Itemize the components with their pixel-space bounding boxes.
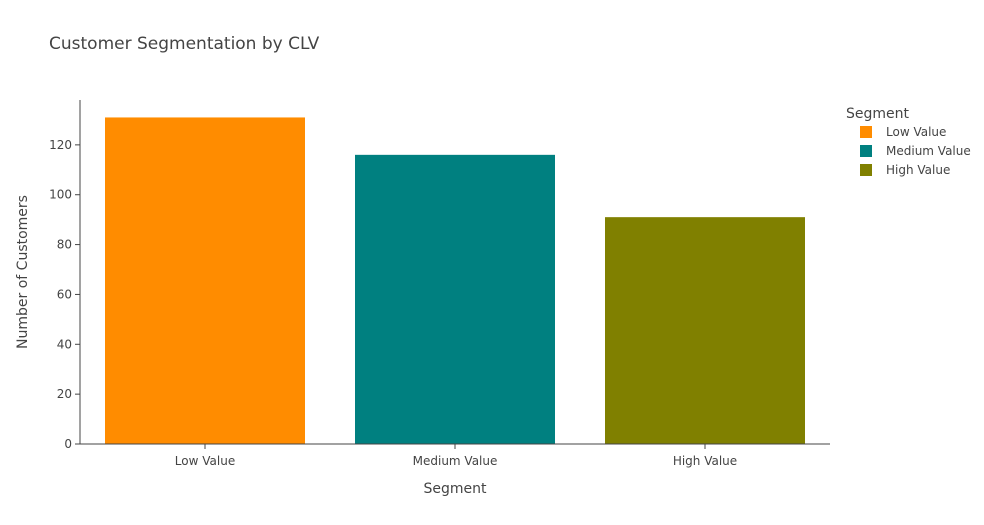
x-ticks-group: Low Value Medium Value High Value: [175, 444, 737, 468]
legend: Segment Low Value Medium Value High Value: [846, 106, 971, 177]
legend-label[interactable]: High Value: [886, 163, 950, 177]
legend-swatch[interactable]: [860, 126, 872, 138]
y-tick-label: 40: [57, 337, 72, 351]
y-ticks-group: 0 20 40 60 80 100 120: [49, 138, 80, 451]
legend-label[interactable]: Medium Value: [886, 144, 971, 158]
y-tick-label: 80: [57, 238, 72, 252]
bar-medium-value[interactable]: [355, 154, 555, 444]
y-tick-label: 120: [49, 138, 72, 152]
chart-title: Customer Segmentation by CLV: [49, 34, 320, 54]
x-axis-title: Segment: [424, 481, 488, 497]
bar-high-value[interactable]: [605, 217, 805, 444]
x-tick-label: Low Value: [175, 454, 235, 468]
x-tick-label: High Value: [673, 454, 737, 468]
y-tick-label: 0: [64, 437, 72, 451]
legend-title: Segment: [846, 106, 910, 122]
legend-swatch[interactable]: [860, 164, 872, 176]
bars-group: [105, 117, 805, 444]
y-tick-label: 100: [49, 188, 72, 202]
y-axis-title: Number of Customers: [15, 195, 31, 349]
legend-label[interactable]: Low Value: [886, 125, 946, 139]
y-tick-label: 60: [57, 287, 72, 301]
y-tick-label: 20: [57, 387, 72, 401]
bar-low-value[interactable]: [105, 117, 305, 444]
legend-swatch[interactable]: [860, 145, 872, 157]
x-tick-label: Medium Value: [413, 454, 498, 468]
